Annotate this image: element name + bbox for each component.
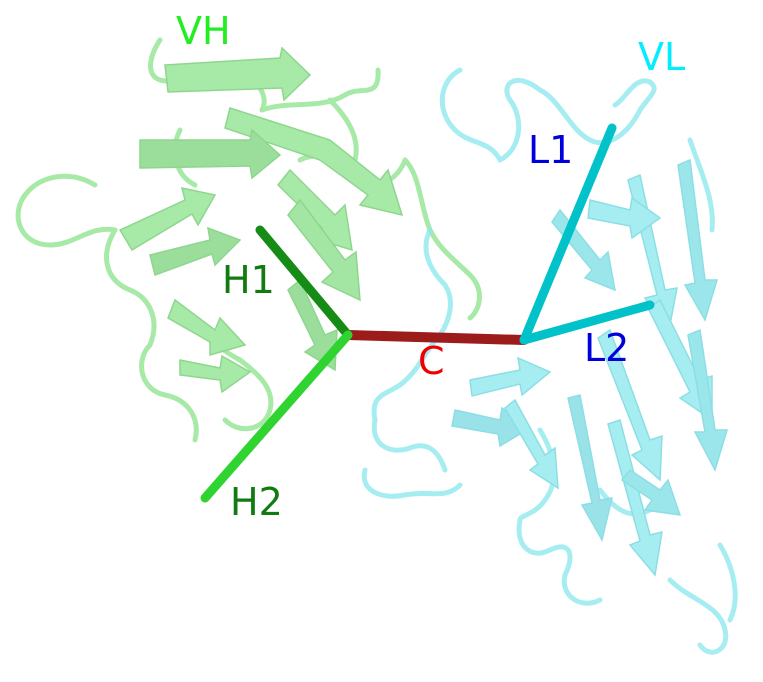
- h2-axis: [200, 330, 353, 503]
- h2-axis-label: H2: [230, 480, 283, 524]
- l2-axis-label: L2: [584, 326, 629, 370]
- c-axis: [343, 330, 529, 345]
- vl-domain-label: VL: [638, 35, 685, 79]
- l1-axis: [519, 123, 617, 345]
- vl-domain-cartoon: [361, 67, 738, 655]
- orientation-axes: [200, 123, 655, 503]
- h1-axis-label: H1: [222, 258, 275, 302]
- c-axis-label: C: [418, 339, 445, 383]
- vh-domain-cartoon: [15, 37, 482, 443]
- l1-axis-label: L1: [528, 128, 573, 172]
- h1-axis: [255, 225, 353, 340]
- l2-axis: [519, 300, 655, 345]
- vh-domain-label: VH: [176, 9, 231, 53]
